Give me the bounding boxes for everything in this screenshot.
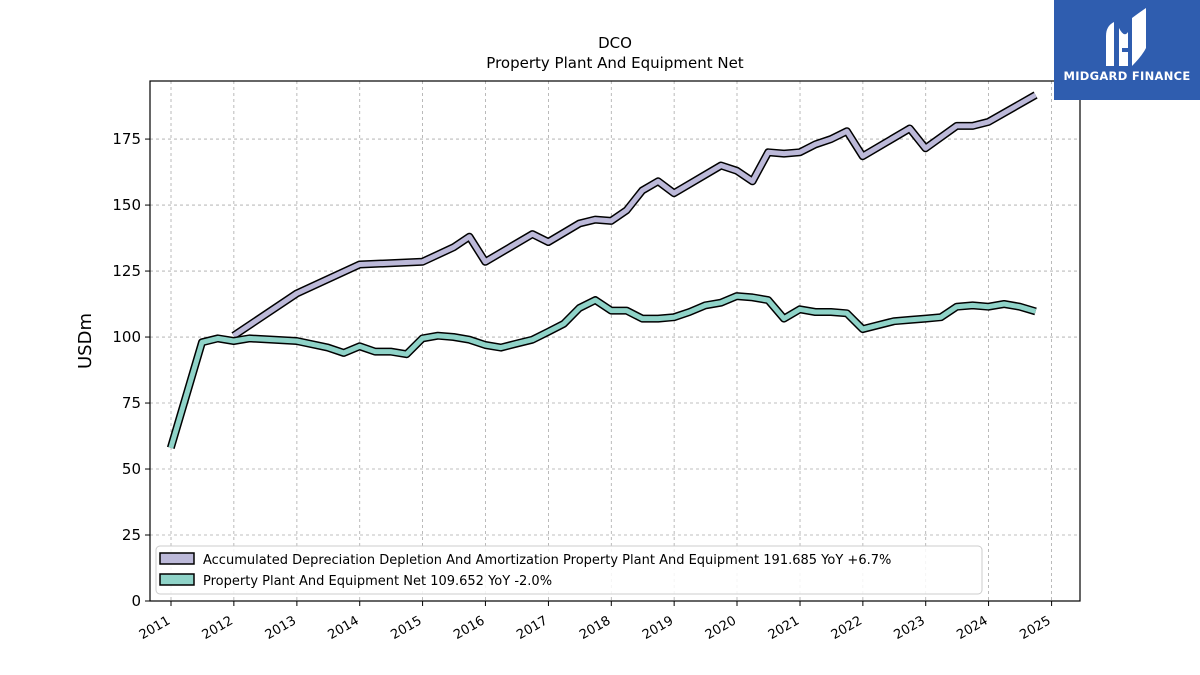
- y-tick-label: 100: [112, 328, 141, 346]
- grid: [150, 81, 1080, 602]
- brand-mark-icon: [1106, 8, 1146, 66]
- legend-box: [155, 545, 983, 595]
- x-tick-label: 2023: [892, 613, 928, 643]
- legend-label-ppe-net: Property Plant And Equipment Net 109.652…: [203, 574, 552, 589]
- x-tick-label: 2013: [263, 613, 299, 643]
- x-tick-label: 2021: [766, 613, 802, 643]
- y-tick-label: 0: [131, 592, 141, 610]
- plot-frame: [149, 80, 1081, 602]
- x-tick-label: 2011: [137, 613, 173, 643]
- x-tick-label: 2017: [514, 613, 550, 643]
- x-tick-label: 2020: [703, 613, 739, 643]
- x-tick-label: 2025: [1017, 613, 1053, 643]
- series-lines: [166, 91, 1038, 450]
- y-tick-label: 75: [122, 394, 141, 412]
- x-tick-label: 2018: [577, 613, 613, 643]
- x-tick-label: 2016: [451, 613, 487, 643]
- brand-logo-text: MIDGARD FINANCE: [1063, 69, 1191, 83]
- legend: Accumulated Depreciation Depletion And A…: [155, 545, 983, 595]
- y-tick-label: 50: [122, 460, 141, 478]
- series-line-0: [232, 92, 1037, 338]
- y-tick-label: 175: [112, 130, 141, 148]
- x-tick-label: 2014: [326, 613, 362, 643]
- x-tick-label: 2024: [954, 613, 990, 643]
- y-tick-label: 25: [122, 526, 141, 544]
- chart-title: DCO: [598, 34, 632, 52]
- y-axis-label: USDm: [75, 313, 96, 369]
- y-tick-label: 150: [112, 196, 141, 214]
- legend-swatch-accumulated-depreciation: [159, 552, 195, 565]
- legend-swatch-ppe-net: [159, 573, 195, 586]
- chart-subtitle: Property Plant And Equipment Net: [486, 54, 743, 72]
- legend-label-accumulated-depreciation: Accumulated Depreciation Depletion And A…: [203, 553, 891, 568]
- x-tick-label: 2015: [388, 613, 424, 643]
- series-line-1: [168, 293, 1037, 449]
- y-tick-label: 125: [112, 262, 141, 280]
- x-tick-label: 2012: [200, 613, 236, 643]
- x-tick-label: 2022: [829, 613, 865, 643]
- brand-logo: MIDGARD FINANCE: [1054, 0, 1200, 100]
- x-tick-label: 2019: [640, 613, 676, 643]
- series-line-outline: [231, 91, 1038, 340]
